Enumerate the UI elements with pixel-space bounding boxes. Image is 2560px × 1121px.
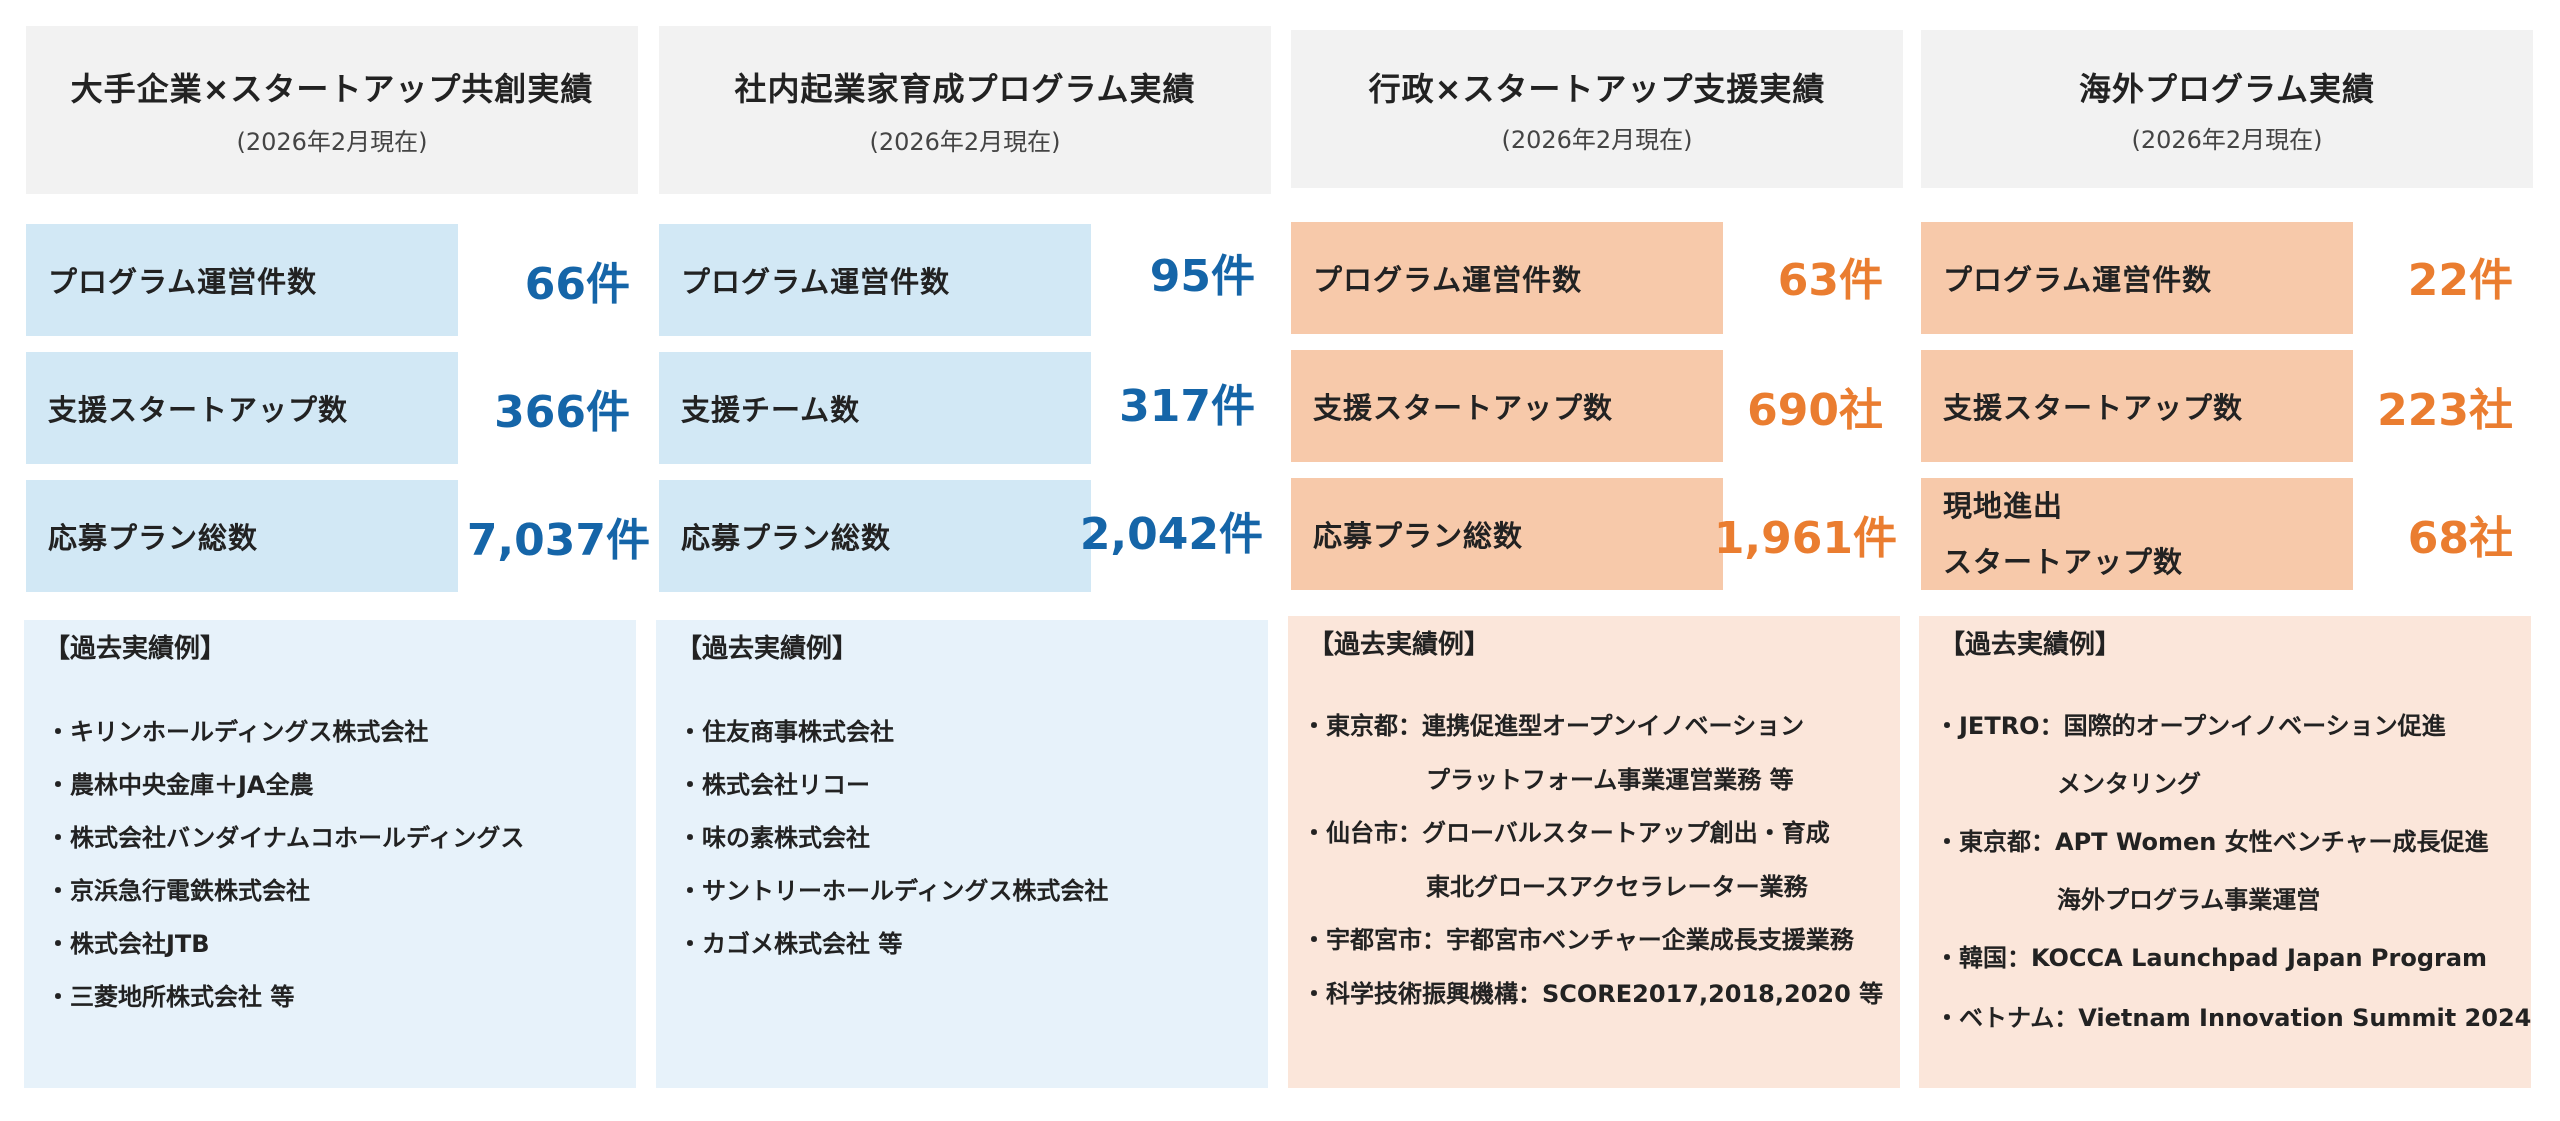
stat-value-applications: 1,961件 [1713, 513, 1897, 564]
column-overseas: 海外プログラム実績 (2026年2月現在) プログラム運営件数 22件 支援スタ… [1919, 0, 2533, 1121]
examples-list: ・JETRO：国際的オープンイノベーション促進 メンタリング ・東京都：APT … [1935, 706, 2532, 1058]
examples-list: ・住友商事株式会社 ・株式会社リコー ・味の素株式会社 ・サントリーホールディン… [678, 712, 1258, 977]
list-item: ・京浜急行電鉄株式会社 [46, 877, 310, 905]
examples-heading: 【過去実績例】 [1308, 630, 1491, 660]
list-item-text: ・東京都：APT Women 女性ベンチャー成長促進 [1935, 828, 2489, 856]
list-item-text: ・科学技術振興機構：SCORE2017,2018,2020 等 [1302, 980, 1884, 1008]
stat-value-applications: 2,042件 [1079, 509, 1263, 560]
stat-value-applications: 7,037件 [466, 515, 650, 566]
list-item-text: ・東京都：連携促進型オープンイノベーション [1302, 712, 1805, 740]
column-intrapreneur: 社内起業家育成プログラム実績 (2026年2月現在) プログラム運営件数 95件… [656, 0, 1271, 1121]
column-header: 海外プログラム実績 (2026年2月現在) [1921, 30, 2533, 188]
list-item: ・味の素株式会社 [678, 824, 870, 852]
as-of-date: (2026年2月現在) [869, 128, 1061, 156]
stat-value-startups: 690社 [1747, 385, 1883, 436]
list-item-continuation: メンタリング [2057, 770, 2201, 798]
column-title: 海外プログラム実績 [2078, 70, 2376, 108]
stat-value-programs: 63件 [1777, 255, 1883, 306]
examples-heading: 【過去実績例】 [1939, 630, 2122, 660]
stat-label-applications: 応募プラン総数 [1291, 478, 1723, 590]
list-item: ・東京都：APT Women 女性ベンチャー成長促進 海外プログラム事業運営 [1935, 822, 2521, 938]
column-header: 社内起業家育成プログラム実績 (2026年2月現在) [659, 26, 1271, 194]
stat-value-programs: 22件 [2407, 255, 2513, 306]
examples-panel: 【過去実績例】 ・住友商事株式会社 ・株式会社リコー ・味の素株式会社 ・サント… [656, 620, 1268, 1088]
as-of-date: (2026年2月現在) [236, 128, 428, 156]
column-corporate-startup: 大手企業×スタートアップ共創実績 (2026年2月現在) プログラム運営件数 6… [24, 0, 650, 1121]
stat-label-applications: 応募プラン総数 [26, 480, 458, 592]
list-item-continuation: 海外プログラム事業運営 [2057, 886, 2321, 914]
list-item: ・ベトナム：Vietnam Innovation Summit 2024 [1935, 998, 2532, 1058]
stat-label-startups: 支援スタートアップ数 [26, 352, 458, 464]
examples-heading: 【過去実績例】 [676, 634, 859, 664]
as-of-date: (2026年2月現在) [2131, 126, 2323, 154]
stat-label-programs: プログラム運営件数 [1921, 222, 2353, 334]
list-item: ・宇都宮市：宇都宮市ベンチャー企業成長支援業務 [1302, 920, 1890, 974]
list-item: ・仙台市：グローバルスタートアップ創出・育成 東北グロースアクセラレーター業務 [1302, 813, 1890, 920]
stat-label-line1: 現地進出 [1943, 489, 2064, 523]
stat-value-startups: 366件 [494, 387, 630, 438]
as-of-date: (2026年2月現在) [1501, 126, 1693, 154]
stat-value-programs: 66件 [524, 259, 630, 310]
examples-list: ・東京都：連携促進型オープンイノベーション プラットフォーム事業運営業務 等 ・… [1302, 706, 1890, 1028]
stat-label-line2: スタートアップ数 [1943, 545, 2184, 579]
stat-label-programs: プログラム運営件数 [1291, 222, 1723, 334]
list-item: ・キリンホールディングス株式会社 [46, 718, 429, 746]
column-title: 大手企業×スタートアップ共創実績 [70, 70, 594, 108]
list-item: ・住友商事株式会社 [678, 718, 894, 746]
column-header: 大手企業×スタートアップ共創実績 (2026年2月現在) [26, 26, 638, 194]
list-item: ・東京都：連携促進型オープンイノベーション プラットフォーム事業運営業務 等 [1302, 706, 1890, 813]
list-item: ・科学技術振興機構：SCORE2017,2018,2020 等 [1302, 974, 1890, 1028]
list-item: ・JETRO：国際的オープンイノベーション促進 メンタリング [1935, 706, 2521, 822]
list-item-text: ・韓国：KOCCA Launchpad Japan Program [1935, 944, 2488, 972]
examples-list: ・キリンホールディングス株式会社 ・農林中央金庫＋JA全農 ・株式会社バンダイナ… [46, 712, 626, 1030]
list-item: ・三菱地所株式会社 等 [46, 983, 295, 1011]
stat-label-startups: 支援スタートアップ数 [1291, 350, 1723, 462]
examples-panel: 【過去実績例】 ・キリンホールディングス株式会社 ・農林中央金庫＋JA全農 ・株… [24, 620, 636, 1088]
list-item-continuation: 東北グロースアクセラレーター業務 [1426, 873, 1808, 901]
column-title: 社内起業家育成プログラム実績 [734, 70, 1196, 108]
column-header: 行政×スタートアップ支援実績 (2026年2月現在) [1291, 30, 1903, 188]
list-item: ・サントリーホールディングス株式会社 [678, 877, 1109, 905]
examples-panel: 【過去実績例】 ・東京都：連携促進型オープンイノベーション プラットフォーム事業… [1288, 616, 1900, 1088]
column-title: 行政×スタートアップ支援実績 [1368, 70, 1826, 108]
column-government-startup: 行政×スタートアップ支援実績 (2026年2月現在) プログラム運営件数 63件… [1288, 0, 1903, 1121]
list-item-text: ・ベトナム：Vietnam Innovation Summit 2024 [1935, 1004, 2532, 1032]
stat-value-teams: 317件 [1119, 381, 1255, 432]
stat-value-startups: 223社 [2377, 385, 2513, 436]
examples-panel: 【過去実績例】 ・JETRO：国際的オープンイノベーション促進 メンタリング ・… [1919, 616, 2531, 1088]
list-item: ・株式会社JTB [46, 930, 210, 958]
stat-label-applications: 応募プラン総数 [659, 480, 1091, 592]
list-item: ・韓国：KOCCA Launchpad Japan Program [1935, 938, 2521, 998]
list-item-text: ・仙台市：グローバルスタートアップ創出・育成 [1302, 819, 1830, 847]
list-item-text: ・宇都宮市：宇都宮市ベンチャー企業成長支援業務 [1302, 926, 1854, 954]
stat-value-local-expansion: 68社 [2407, 513, 2513, 564]
list-item: ・株式会社バンダイナムコホールディングス [46, 824, 525, 852]
stat-label-local-expansion: 現地進出 スタートアップ数 [1921, 478, 2353, 590]
examples-heading: 【過去実績例】 [44, 634, 227, 664]
list-item-text: ・JETRO：国際的オープンイノベーション促進 [1935, 712, 2446, 740]
list-item: ・農林中央金庫＋JA全農 [46, 771, 314, 799]
list-item: ・株式会社リコー [678, 771, 870, 799]
stat-value-programs: 95件 [1149, 251, 1255, 302]
stat-label-programs: プログラム運営件数 [26, 224, 458, 336]
list-item: ・カゴメ株式会社 等 [678, 930, 903, 958]
stat-label-teams: 支援チーム数 [659, 352, 1091, 464]
list-item-continuation: プラットフォーム事業運営業務 等 [1426, 766, 1794, 794]
stat-label-startups: 支援スタートアップ数 [1921, 350, 2353, 462]
stat-label-programs: プログラム運営件数 [659, 224, 1091, 336]
